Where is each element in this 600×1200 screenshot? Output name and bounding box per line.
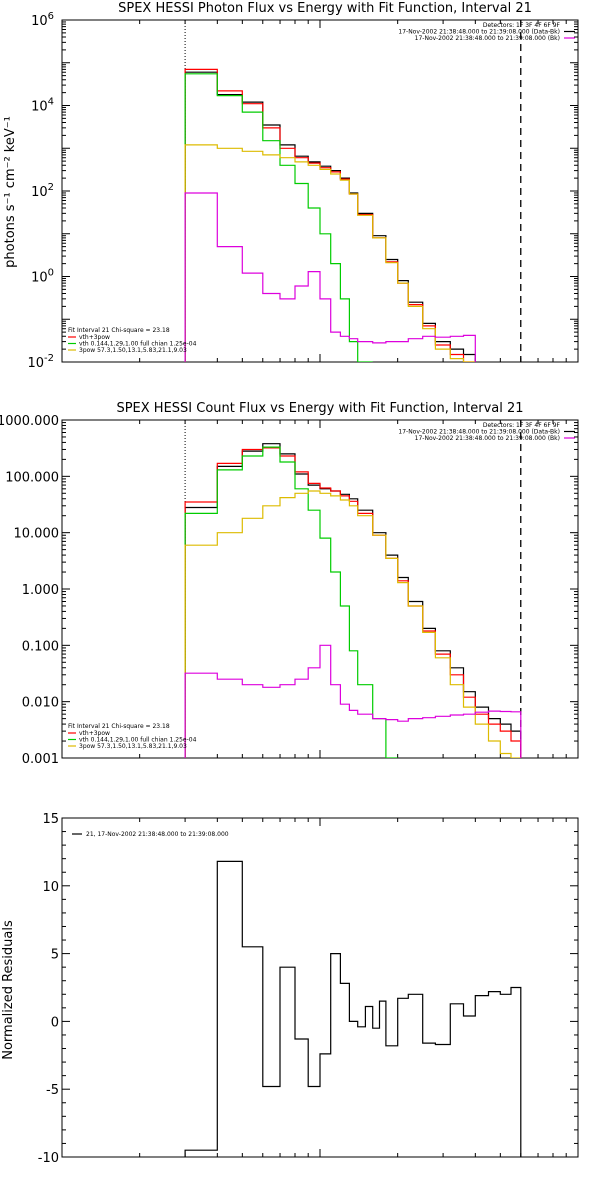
plot-frame [61, 19, 579, 363]
legend-left-text: 3pow 57.3,1.50,13.1,5.83,21.1,9.03 [79, 743, 187, 750]
series-vth [184, 446, 398, 758]
chart-title: SPEX HESSI Photon Flux vs Energy with Fi… [118, 1, 532, 16]
y-tick-label: 10.000 [14, 527, 60, 542]
y-tick-label: 5 [51, 948, 59, 963]
y-tick-exponent: -2 [44, 353, 54, 364]
y-tick-label: 100 [31, 268, 54, 286]
legend-left-text: 3pow 57.3,1.50,13.1,5.83,21.1,9.03 [79, 347, 187, 354]
y-tick-label: 0 [51, 1015, 59, 1030]
series-bk [184, 192, 476, 362]
legend-top-text: 21, 17-Nov-2002 21:38:48.000 to 21:39:08… [86, 831, 229, 838]
y-tick-label: 15 [42, 812, 59, 827]
y-tick-label: 104 [31, 97, 54, 115]
y-tick-label: -5 [46, 1083, 59, 1098]
y-tick-base: 10 [31, 14, 48, 29]
y-tick-label: 10-2 [27, 353, 54, 371]
series-21-17-nov-2002-21-38-48-000-to-21-39-08-000 [184, 860, 522, 1157]
y-tick-exponent: 2 [48, 182, 54, 193]
chart-title: SPEX HESSI Count Flux vs Energy with Fit… [116, 401, 523, 416]
plot-frame [61, 817, 579, 1158]
series-vth-3pow [184, 447, 522, 758]
y-tick-exponent: 6 [48, 11, 54, 22]
y-tick-label: 102 [31, 182, 54, 200]
plot-frame [61, 419, 579, 759]
y-tick-label: 0.100 [22, 639, 59, 654]
y-tick-exponent: 0 [48, 268, 54, 279]
series-bk [184, 644, 522, 758]
legend-right-text: 17-Nov-2002 21:38:48.000 to 21:39:08.000… [415, 35, 560, 42]
series-3pow [184, 490, 521, 758]
legend-right-text: 17-Nov-2002 21:38:48.000 to 21:39:08.000… [398, 29, 560, 36]
y-tick-base: 10 [31, 100, 48, 115]
legend-left-text: vth 0.144,1.29,1.00 full chian 1.25e-04 [79, 737, 197, 744]
y-axis-label: photons s⁻¹ cm⁻² keV⁻¹ [3, 116, 18, 268]
legend-left-text: vth 0.144,1.29,1.00 full chian 1.25e-04 [79, 341, 197, 348]
series-vth [184, 73, 373, 362]
y-tick-label: 1000.000 [0, 414, 59, 429]
y-tick-label: 100.000 [5, 470, 59, 485]
legend-right-text: 17-Nov-2002 21:38:48.000 to 21:39:08.000… [398, 429, 560, 436]
legend-left-text: vth+3pow [79, 730, 110, 737]
y-axis-label: Normalized Residuals [1, 920, 16, 1060]
legend-left-header: Fit Interval 21 Chi-square = 23.18 [68, 723, 170, 730]
legend-right-text: Detectors: 1F 3F 4F 6F 9F [483, 422, 561, 429]
legend-right-text: 17-Nov-2002 21:38:48.000 to 21:39:08.000… [415, 435, 560, 442]
legend-left-text: vth+3pow [79, 334, 110, 341]
y-tick-label: 0.001 [22, 752, 59, 767]
y-tick-exponent: 4 [48, 97, 54, 108]
residuals-panel: Normalized Residuals -10 -5 0 5 10 15 21, 17-N… [1, 812, 579, 1166]
photon-flux-panel: SPEX HESSI Photon Flux vs Energy with Fi… [3, 1, 579, 371]
y-tick-label: 1.000 [22, 583, 59, 598]
y-tick-base: 10 [31, 271, 48, 286]
legend-left-header: Fit Interval 21 Chi-square = 23.18 [68, 327, 170, 334]
series-3pow [184, 144, 476, 362]
y-tick-label: 10 [42, 880, 59, 895]
y-tick-base: 10 [31, 185, 48, 200]
count-flux-panel: SPEX HESSI Count Flux vs Energy with Fit… [0, 401, 579, 767]
y-tick-label: 106 [31, 11, 54, 29]
legend-right-text: Detectors: 1F 3F 4F 6F 9F [483, 22, 561, 29]
y-tick-base: 10 [27, 356, 44, 371]
y-tick-label: 0.010 [22, 696, 59, 711]
y-tick-label: -10 [38, 1151, 59, 1166]
